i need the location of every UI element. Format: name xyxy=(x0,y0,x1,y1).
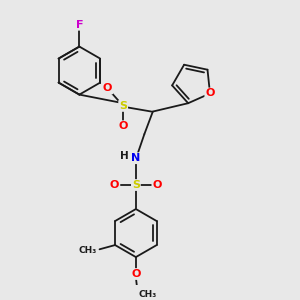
Text: CH₃: CH₃ xyxy=(79,246,97,255)
Text: O: O xyxy=(118,121,128,131)
Text: O: O xyxy=(110,180,119,190)
Text: F: F xyxy=(76,20,83,29)
Text: S: S xyxy=(132,180,140,190)
Text: H: H xyxy=(120,151,128,161)
Text: O: O xyxy=(152,180,162,190)
Text: O: O xyxy=(131,269,141,279)
Text: O: O xyxy=(205,88,215,98)
Text: S: S xyxy=(119,101,127,111)
Text: CH₃: CH₃ xyxy=(138,290,156,299)
Text: O: O xyxy=(103,83,112,93)
Text: N: N xyxy=(131,153,140,163)
